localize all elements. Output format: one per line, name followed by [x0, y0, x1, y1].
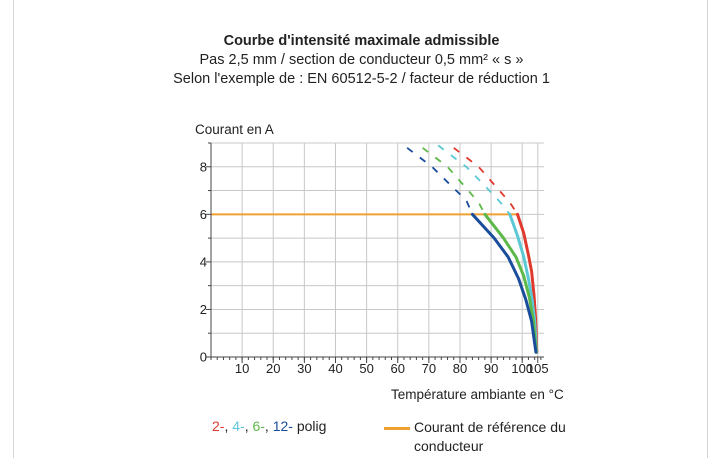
chart-title: Courbe d'intensité maximale admissible — [223, 33, 500, 49]
legend-reference-swatch — [384, 427, 410, 430]
legend-series: 2-, 4-, 6-, 12- polig — [212, 418, 326, 434]
y-tick-label-8: 8 — [200, 159, 207, 174]
x-tick-label-105: 105 — [527, 361, 549, 376]
chart-subtitle-2: Selon l'exemple de : EN 60512-5-2 / fact… — [173, 71, 550, 87]
y-tick-label-6: 6 — [200, 207, 207, 222]
legend-entry-4: 4- — [232, 418, 245, 434]
legend-separator: , — [244, 418, 253, 434]
series-6-solid-line — [483, 212, 538, 354]
x-tick-label-100: 100 — [511, 361, 533, 376]
legend-separator: , — [224, 418, 233, 434]
legend-reference-label: Courant de référence du conducteur — [414, 418, 714, 456]
legend-entry-6: 6- — [252, 418, 265, 434]
grid — [211, 142, 544, 357]
x-axis-title: Température ambiante en °C — [391, 387, 564, 402]
series-4-dashed-line — [437, 144, 511, 215]
y-tick-label-4: 4 — [200, 254, 207, 269]
x-tick-label-60: 60 — [390, 361, 404, 376]
x-tick-label-90: 90 — [484, 361, 498, 376]
right-border-line — [707, 0, 708, 458]
legend-reference-label-line2: conducteur — [414, 438, 484, 454]
legend-entry-12: 12- — [272, 418, 293, 434]
legend-separator: , — [264, 418, 273, 434]
series-2-dashed-line — [453, 147, 519, 215]
series-6-dashed-line — [422, 147, 486, 215]
legend-reference-label-line1: Courant de référence du — [414, 419, 566, 435]
x-tick-label-40: 40 — [328, 361, 342, 376]
x-tick-label-10: 10 — [235, 361, 249, 376]
x-tick-label-30: 30 — [297, 361, 311, 376]
x-tick-label-80: 80 — [453, 361, 467, 376]
series-layer — [406, 144, 539, 354]
y-tick-label-0: 0 — [200, 350, 207, 365]
title-block: Courbe d'intensité maximale admissible P… — [0, 32, 723, 89]
series-12-dashed-line — [406, 147, 474, 215]
y-tick-label-2: 2 — [200, 302, 207, 317]
left-border-line — [13, 0, 14, 458]
legend-suffix: polig — [292, 418, 327, 434]
chart-subtitle-1: Pas 2,5 mm / section de conducteur 0,5 m… — [199, 52, 524, 68]
x-tick-label-50: 50 — [359, 361, 373, 376]
x-tick-label-20: 20 — [266, 361, 280, 376]
x-tick-label-70: 70 — [422, 361, 436, 376]
legend-entry-2: 2- — [212, 418, 225, 434]
y-axis-title: Courant en A — [195, 122, 274, 137]
series-12-solid-line — [470, 212, 538, 354]
